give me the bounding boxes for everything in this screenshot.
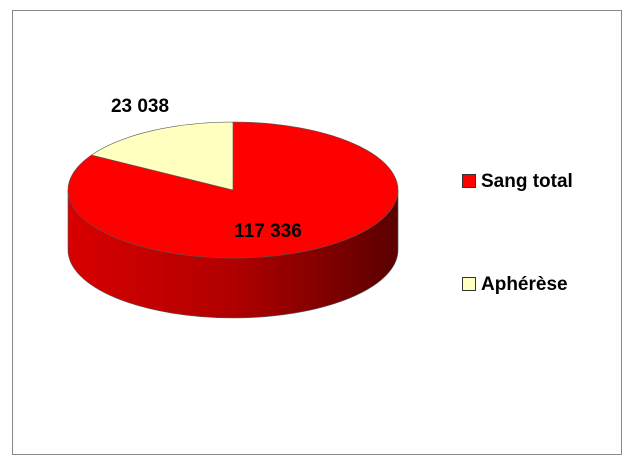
slice [90,121,234,191]
legend-label: Aphérèse [481,274,568,295]
legend-swatch [462,174,476,188]
legend-label: Sang total [481,171,573,192]
data-label: 23 038 [111,96,169,117]
legend-swatch [462,277,476,291]
data-label: 117 336 [234,221,302,242]
